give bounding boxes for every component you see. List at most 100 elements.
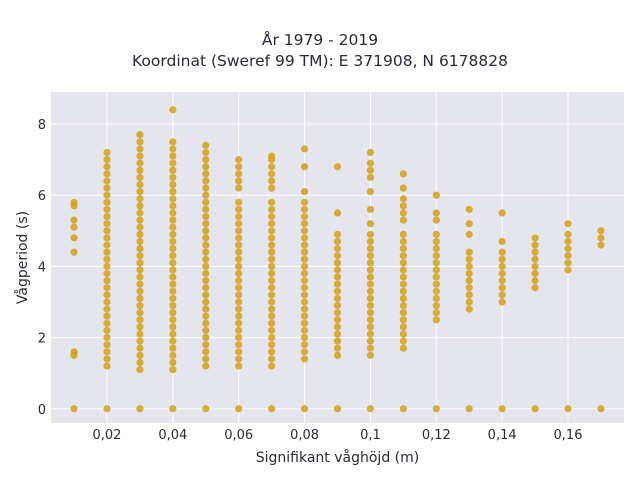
data-point	[432, 309, 440, 317]
data-point	[268, 227, 276, 235]
data-point	[399, 259, 407, 267]
data-point	[498, 209, 506, 217]
data-point	[399, 280, 407, 288]
data-point	[268, 184, 276, 192]
data-point	[268, 326, 276, 335]
y-tick-label: 6	[38, 189, 46, 204]
data-point	[136, 180, 144, 189]
data-point	[432, 209, 440, 217]
data-point	[103, 198, 111, 206]
data-point	[366, 166, 375, 174]
data-point	[103, 305, 111, 313]
data-point	[564, 230, 572, 238]
data-point	[399, 294, 407, 303]
data-point	[268, 255, 276, 263]
data-point	[202, 234, 210, 242]
data-point	[169, 166, 177, 174]
data-point	[300, 341, 309, 349]
data-point	[564, 266, 572, 274]
data-point	[531, 277, 539, 285]
data-point	[366, 159, 375, 167]
data-point	[169, 344, 177, 352]
data-point	[70, 234, 78, 242]
data-point	[202, 319, 210, 327]
data-point	[498, 405, 506, 413]
data-point	[169, 138, 177, 146]
data-point	[136, 344, 144, 352]
data-point	[103, 184, 111, 192]
data-point	[202, 177, 210, 185]
data-point	[531, 262, 539, 270]
data-point	[235, 234, 243, 242]
data-point	[103, 269, 111, 278]
data-point	[465, 277, 473, 285]
data-point	[366, 330, 375, 338]
x-tick-label: 0,1	[360, 428, 381, 443]
data-point	[235, 198, 243, 206]
data-point	[432, 216, 440, 224]
data-point	[300, 405, 309, 413]
data-point	[136, 245, 144, 253]
data-point	[235, 284, 243, 292]
data-point	[169, 106, 177, 114]
data-point	[103, 170, 111, 178]
data-point	[300, 355, 309, 363]
data-point	[235, 333, 243, 342]
data-point	[300, 212, 309, 221]
data-point	[169, 237, 177, 246]
data-point	[103, 333, 111, 342]
data-point	[498, 255, 506, 263]
x-tick-label: 0,12	[422, 428, 451, 443]
data-point	[202, 333, 210, 342]
x-tick-label: 0,16	[554, 428, 583, 443]
data-point	[268, 348, 276, 356]
data-point	[235, 255, 243, 263]
data-point	[366, 337, 375, 345]
data-point	[169, 188, 177, 196]
data-point	[235, 291, 243, 299]
data-point	[268, 234, 276, 242]
data-point	[136, 166, 144, 174]
data-point	[465, 284, 473, 292]
data-point	[300, 227, 309, 235]
data-point	[268, 284, 276, 292]
data-point	[498, 284, 506, 292]
data-point	[465, 220, 473, 228]
data-point	[366, 273, 375, 281]
data-point	[136, 216, 144, 224]
data-point	[103, 319, 111, 327]
data-point	[202, 205, 210, 214]
data-point	[300, 348, 309, 356]
data-point	[202, 170, 210, 178]
data-point	[432, 252, 440, 260]
data-point	[300, 333, 309, 342]
data-point	[103, 355, 111, 363]
data-point	[103, 220, 111, 228]
data-point	[268, 248, 276, 256]
data-point	[333, 280, 342, 288]
data-point	[235, 277, 243, 285]
data-point	[366, 205, 375, 214]
data-point	[465, 291, 473, 299]
data-point	[169, 330, 177, 338]
data-point	[333, 323, 342, 331]
data-point	[235, 212, 243, 221]
data-point	[136, 138, 144, 146]
data-point	[465, 262, 473, 270]
data-point	[333, 259, 342, 267]
data-point	[136, 323, 144, 331]
data-point	[597, 227, 605, 235]
data-point	[333, 351, 342, 359]
data-point	[333, 209, 342, 217]
data-point	[333, 309, 342, 317]
data-point	[531, 405, 539, 413]
data-point	[169, 202, 177, 210]
data-point	[498, 277, 506, 285]
data-point	[103, 262, 111, 270]
data-point	[103, 348, 111, 356]
data-point	[169, 323, 177, 331]
data-point	[169, 209, 177, 217]
data-point	[70, 198, 78, 206]
data-point	[399, 230, 407, 238]
data-point	[202, 220, 210, 228]
